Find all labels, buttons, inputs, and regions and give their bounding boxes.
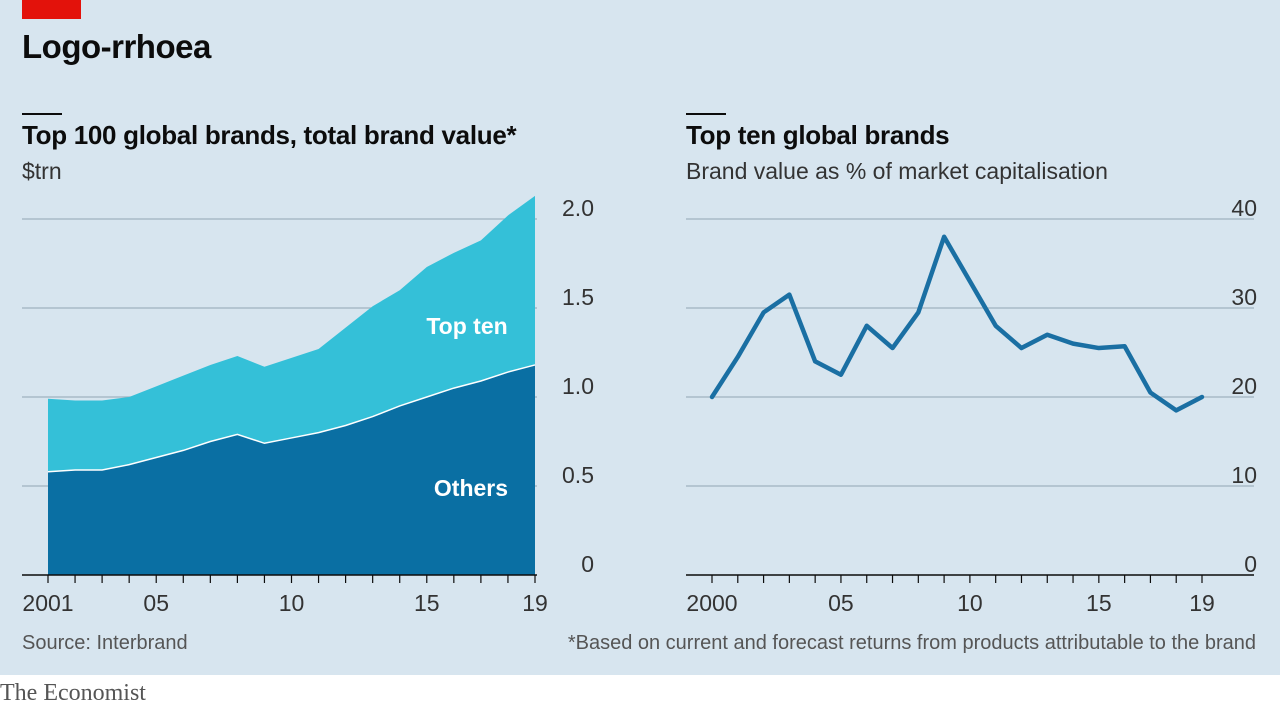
x-tick-label: 10: [957, 590, 983, 616]
x-tick-label: 05: [143, 590, 169, 616]
x-tick-label: 19: [1189, 590, 1215, 616]
x-tick-label: 2001: [22, 590, 73, 616]
chart-panel: Logo-rrhoea Top 100 global brands, total…: [0, 0, 1280, 675]
right-title-rule: [686, 113, 726, 115]
left-area-chart: 0 0.5 1.0 1.5 2.0 2001 05 10 15 19 Top ten Others: [22, 195, 594, 616]
x-tick-label: 15: [1086, 590, 1112, 616]
x-tick-label: 05: [828, 590, 854, 616]
y-tick-label: 1.5: [562, 284, 594, 310]
x-tick-label: 10: [279, 590, 305, 616]
y-tick-label: 10: [1231, 462, 1257, 488]
x-tick-label: 2000: [686, 590, 737, 616]
y-tick-label: 40: [1231, 195, 1257, 221]
x-tick-label: 15: [414, 590, 440, 616]
series-label-others: Others: [434, 475, 508, 501]
series-label-top-ten: Top ten: [426, 313, 507, 339]
right-chart-subtitle: Brand value as % of market capitalisatio…: [686, 158, 1108, 184]
left-title-rule: [22, 113, 62, 115]
publisher-wordmark: The Economist: [0, 680, 146, 706]
series-line-brand-value-pct: [709, 234, 1205, 413]
y-tick-label: 1.0: [562, 373, 594, 399]
series-area-top-ten: [48, 195, 535, 472]
left-chart-unit: $trn: [22, 158, 62, 184]
x-tick-label: 19: [522, 590, 548, 616]
y-tick-label: 2.0: [562, 195, 594, 221]
y-tick-label: 0.5: [562, 462, 594, 488]
series-area-others: [48, 364, 535, 575]
source-note: Source: Interbrand: [22, 632, 188, 654]
y-tick-label: 0: [1244, 551, 1257, 577]
economist-red-tag: [22, 0, 81, 19]
right-chart-title: Top ten global brands: [686, 120, 950, 150]
series-separator-line: [47, 364, 536, 473]
page-title: Logo-rrhoea: [22, 28, 211, 65]
y-tick-label: 30: [1231, 284, 1257, 310]
y-tick-label: 20: [1231, 373, 1257, 399]
left-chart-title: Top 100 global brands, total brand value…: [22, 120, 517, 150]
footnote: *Based on current and forecast returns f…: [567, 632, 1256, 654]
y-tick-label: 0: [581, 551, 594, 577]
right-line-chart: 0 10 20 30 40 2000 05 10 15 19: [686, 195, 1257, 616]
